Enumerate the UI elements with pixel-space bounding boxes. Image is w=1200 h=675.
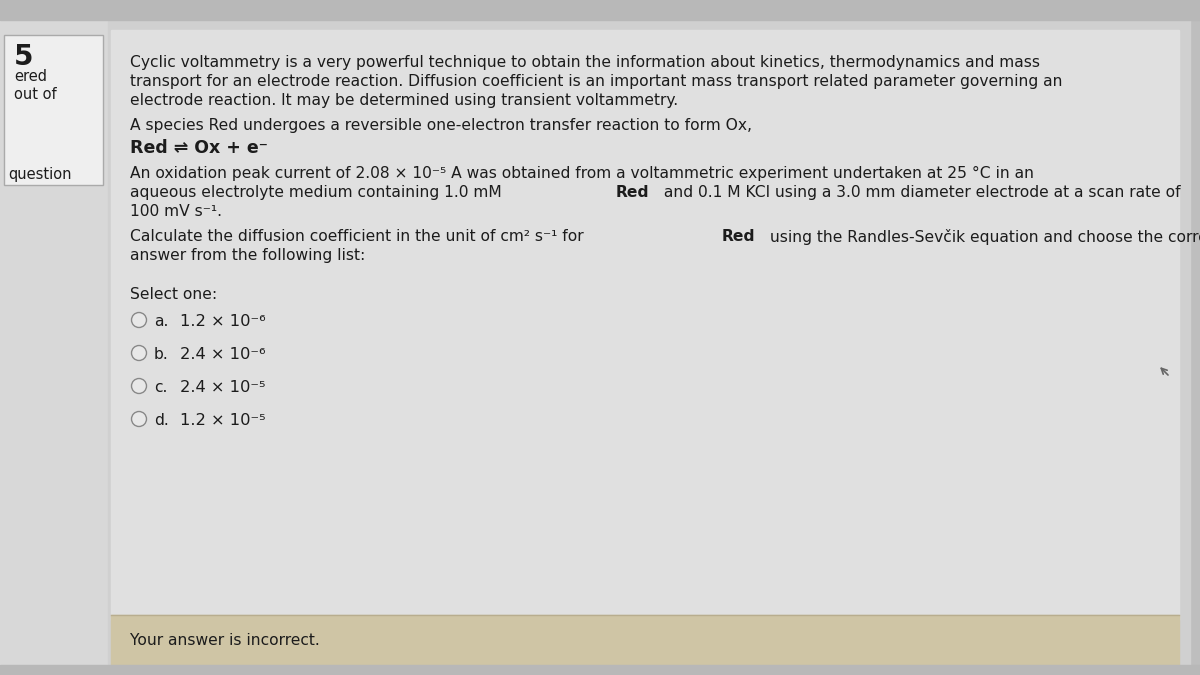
Text: electrode reaction. It may be determined using transient voltammetry.: electrode reaction. It may be determined…	[130, 93, 678, 108]
Text: Cyclic voltammetry is a very powerful technique to obtain the information about : Cyclic voltammetry is a very powerful te…	[130, 55, 1040, 70]
Text: a.: a.	[154, 314, 168, 329]
Bar	[0, 665, 1200, 675]
Circle shape	[132, 412, 146, 427]
Text: b.: b.	[154, 347, 169, 362]
Circle shape	[132, 379, 146, 394]
Text: Red: Red	[721, 229, 755, 244]
Text: aqueous electrolyte medium containing 1.0 mM: aqueous electrolyte medium containing 1.…	[130, 185, 506, 200]
Text: question: question	[8, 167, 72, 182]
Text: 100 mV s⁻¹.: 100 mV s⁻¹.	[130, 204, 222, 219]
Bar	[0, 0, 1200, 20]
FancyBboxPatch shape	[4, 35, 103, 185]
Text: using the Randles-Sevčik equation and choose the correct: using the Randles-Sevčik equation and ch…	[764, 229, 1200, 245]
Text: and 0.1 M KCl using a 3.0 mm diameter electrode at a scan rate of: and 0.1 M KCl using a 3.0 mm diameter el…	[659, 185, 1181, 200]
Circle shape	[132, 346, 146, 360]
Text: ered: ered	[14, 69, 47, 84]
Text: transport for an electrode reaction. Diffusion coefficient is an important mass : transport for an electrode reaction. Dif…	[130, 74, 1062, 89]
Text: Select one:: Select one:	[130, 287, 217, 302]
Text: A species Red undergoes a reversible one-electron transfer reaction to form Ox,: A species Red undergoes a reversible one…	[130, 118, 752, 133]
Text: 2.4 × 10⁻⁵: 2.4 × 10⁻⁵	[180, 380, 265, 395]
Text: 1.2 × 10⁻⁶: 1.2 × 10⁻⁶	[180, 314, 265, 329]
Text: 5: 5	[14, 43, 34, 71]
Circle shape	[132, 313, 146, 327]
Text: 1.2 × 10⁻⁵: 1.2 × 10⁻⁵	[180, 413, 265, 428]
Bar	[112, 615, 1178, 665]
Text: An oxidation peak current of 2.08 × 10⁻⁵ A was obtained from a voltammetric expe: An oxidation peak current of 2.08 × 10⁻⁵…	[130, 166, 1034, 181]
Bar	[0, 20, 108, 665]
Text: Calculate the diffusion coefficient in the unit of cm² s⁻¹ for: Calculate the diffusion coefficient in t…	[130, 229, 588, 244]
Text: 2.4 × 10⁻⁶: 2.4 × 10⁻⁶	[180, 347, 265, 362]
Text: Red: Red	[616, 185, 649, 200]
Text: out of: out of	[14, 87, 56, 102]
Text: c.: c.	[154, 380, 167, 395]
Bar	[112, 30, 1178, 620]
Text: answer from the following list:: answer from the following list:	[130, 248, 365, 263]
Text: Red ⇌ Ox + e⁻: Red ⇌ Ox + e⁻	[130, 139, 268, 157]
Text: Your answer is incorrect.: Your answer is incorrect.	[130, 633, 319, 648]
Text: d.: d.	[154, 413, 169, 428]
